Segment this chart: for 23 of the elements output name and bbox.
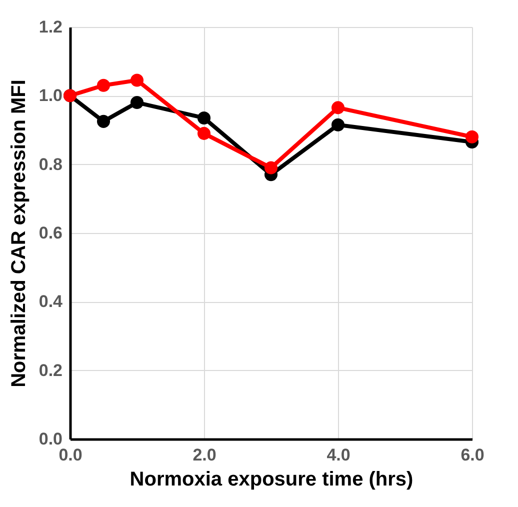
x-tick-label: 4.0 (326, 446, 350, 464)
point (197, 111, 211, 124)
y-tick-label: 0.2 (38, 360, 62, 380)
point (130, 96, 144, 110)
point (96, 78, 110, 92)
y-tick-label: 0.4 (38, 292, 64, 312)
y-axis-title: Normalized CAR expression MFI (8, 80, 30, 388)
x-tick-label: 0.0 (58, 446, 82, 464)
point (96, 114, 110, 128)
point (264, 161, 278, 174)
x-tick-label: 6.0 (460, 446, 484, 464)
y-tick-label: 0.0 (38, 430, 62, 448)
x-tick-label: 2.0 (192, 446, 216, 464)
y-tick-label: 1.0 (38, 86, 62, 106)
y-tick-label: 1.2 (38, 18, 62, 36)
y-tick-label: 0.8 (38, 154, 62, 174)
point (465, 130, 479, 144)
point (197, 126, 211, 140)
point (331, 118, 345, 132)
y-tick-label: 0.6 (38, 224, 62, 242)
point (130, 74, 144, 87)
point (331, 101, 345, 114)
x-axis-title: Normoxia exposure time (hrs) (130, 468, 414, 490)
